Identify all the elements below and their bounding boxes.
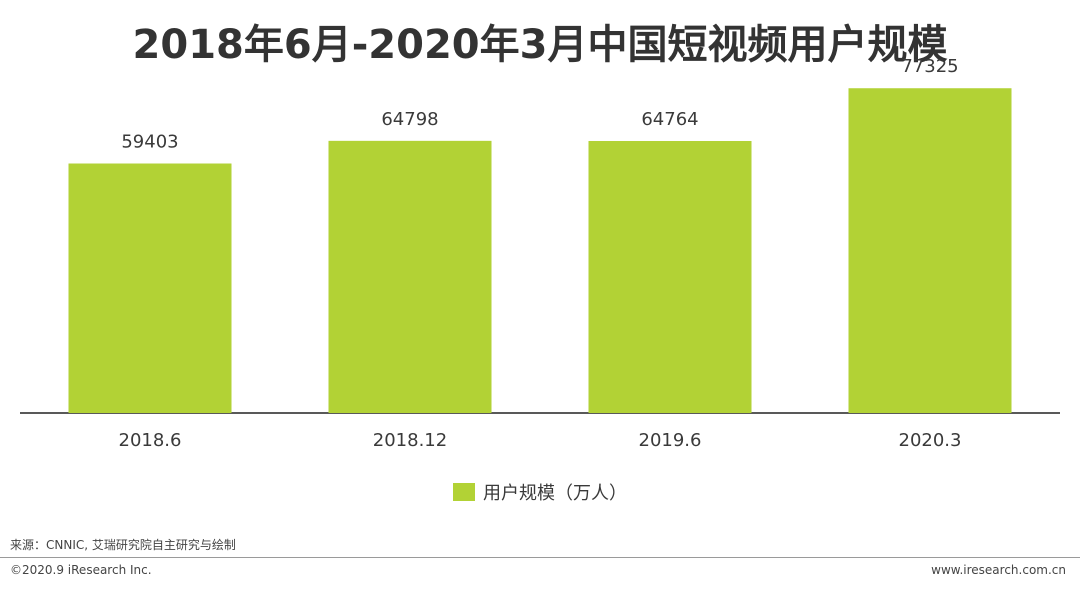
data-label-2018.6: 59403: [121, 132, 178, 153]
x-tick-label-2018.6: 2018.6: [119, 430, 182, 451]
data-label-2019.6: 64764: [641, 109, 698, 130]
bar-2018.12: [328, 140, 492, 414]
x-tick-label-2020.3: 2020.3: [899, 430, 962, 451]
legend: 用户规模（万人）: [0, 479, 1080, 505]
data-label-2018.12: 64798: [381, 109, 438, 130]
bar-2018.6: [68, 163, 232, 413]
copyright-text: ©2020.9 iResearch Inc.: [10, 563, 152, 577]
x-tick-label-2019.6: 2019.6: [639, 430, 702, 451]
website-link[interactable]: www.iresearch.com.cn: [931, 563, 1066, 577]
footer-divider: [0, 557, 1080, 558]
bar-2019.6: [588, 140, 752, 413]
chart-title: 2018年6月-2020年3月中国短视频用户规模: [132, 22, 948, 68]
x-tick-label-2018.12: 2018.12: [373, 430, 447, 451]
data-label-2020.3: 77325: [901, 56, 958, 77]
legend-label: 用户规模（万人）: [483, 483, 627, 504]
bar-2020.3: [848, 88, 1012, 414]
legend-swatch: [453, 483, 475, 501]
source-note: 来源：CNNIC, 艾瑞研究院自主研究与绘制: [10, 538, 236, 552]
